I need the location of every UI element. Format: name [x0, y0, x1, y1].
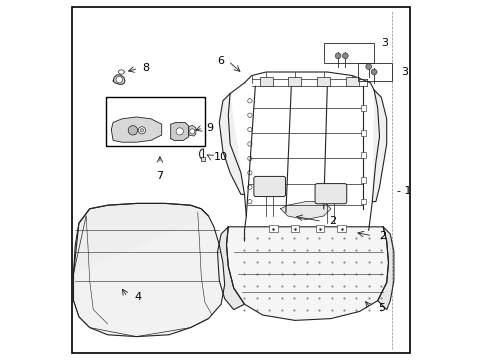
Polygon shape	[226, 227, 387, 320]
Bar	[288, 77, 301, 86]
Text: 4: 4	[134, 292, 142, 302]
Text: 6: 6	[217, 56, 224, 66]
Polygon shape	[73, 203, 208, 274]
Polygon shape	[377, 227, 393, 310]
Circle shape	[128, 126, 137, 135]
Polygon shape	[280, 202, 330, 220]
Polygon shape	[113, 75, 125, 85]
Bar	[290, 225, 299, 232]
Text: - 1: - 1	[397, 186, 411, 196]
Bar	[337, 225, 346, 232]
Bar	[361, 105, 365, 111]
Bar	[315, 225, 324, 232]
Text: 9: 9	[206, 123, 213, 133]
Bar	[268, 225, 277, 232]
Text: 3: 3	[381, 38, 387, 48]
Polygon shape	[111, 117, 162, 142]
Text: 10: 10	[213, 152, 227, 162]
Circle shape	[189, 129, 194, 134]
Circle shape	[138, 127, 145, 134]
Bar	[201, 157, 204, 161]
Bar	[357, 63, 391, 81]
Polygon shape	[371, 90, 386, 202]
Circle shape	[342, 53, 347, 59]
Bar	[361, 199, 365, 204]
Bar	[361, 130, 365, 136]
Polygon shape	[170, 122, 188, 140]
Polygon shape	[73, 203, 224, 337]
Bar	[259, 77, 272, 86]
Circle shape	[365, 64, 371, 69]
Circle shape	[370, 69, 376, 75]
Circle shape	[116, 76, 122, 83]
Polygon shape	[188, 125, 196, 136]
Bar	[361, 177, 365, 183]
Circle shape	[335, 53, 340, 59]
FancyBboxPatch shape	[314, 184, 346, 204]
Text: 2: 2	[328, 216, 336, 226]
Bar	[346, 77, 358, 86]
Text: 3: 3	[400, 67, 407, 77]
Text: 7: 7	[156, 171, 163, 181]
Bar	[361, 152, 365, 158]
Text: 2: 2	[379, 231, 386, 241]
Circle shape	[176, 128, 183, 135]
Bar	[106, 97, 204, 146]
FancyBboxPatch shape	[253, 176, 285, 197]
Text: 8: 8	[142, 63, 149, 73]
Circle shape	[140, 129, 143, 132]
Polygon shape	[219, 94, 244, 194]
Text: 5: 5	[377, 303, 384, 313]
Bar	[323, 43, 373, 63]
Bar	[317, 77, 329, 86]
Polygon shape	[217, 227, 244, 310]
